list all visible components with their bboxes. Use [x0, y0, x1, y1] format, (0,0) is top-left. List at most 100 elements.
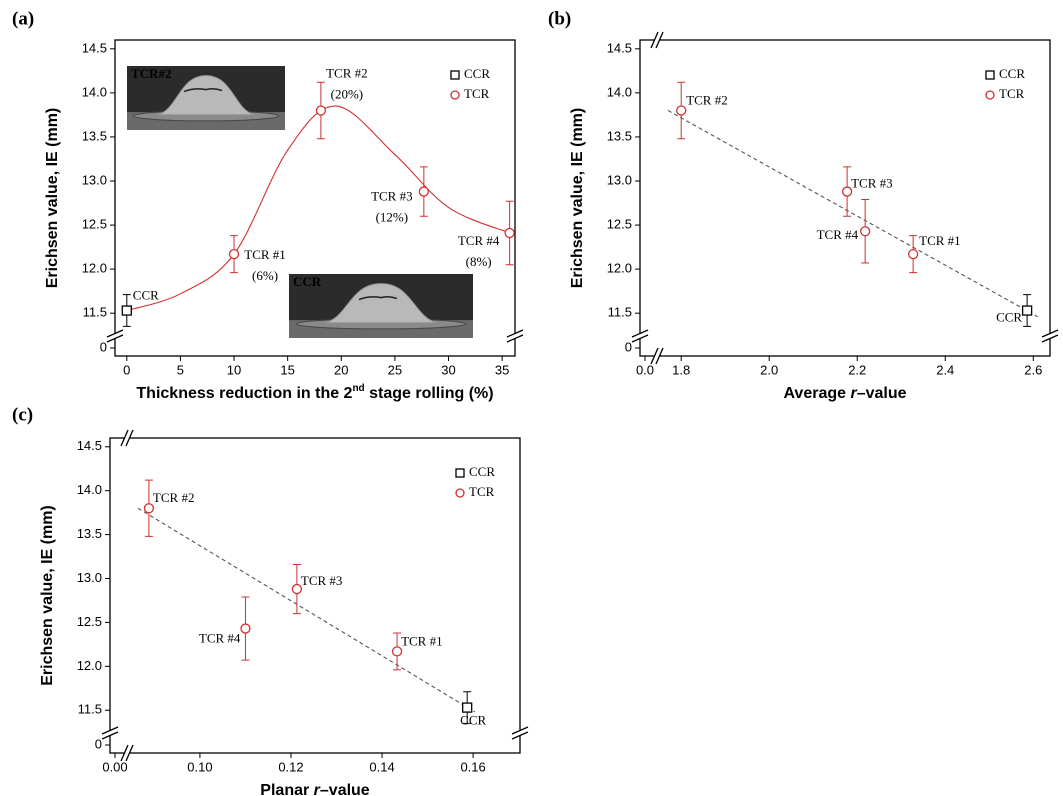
- legend-marker: [985, 90, 995, 100]
- y-tick-label: 0: [100, 339, 107, 354]
- point-label: TCR #1: [244, 247, 286, 262]
- axis-break-mark: [511, 726, 529, 735]
- y-tick-label: 11.5: [608, 305, 632, 320]
- axis-break-mark: [120, 429, 129, 447]
- marker: [315, 105, 327, 116]
- inset-crack: [183, 88, 223, 93]
- plot-frame: [109, 437, 521, 754]
- axis-break-mark: [125, 429, 134, 447]
- x-axis-title-part: nd: [352, 383, 364, 394]
- marker: [676, 105, 687, 116]
- legend-label: CCR: [999, 66, 1025, 81]
- y-tick-label: 14.5: [82, 40, 107, 55]
- panel: (c) 0 11.5 12.0 12.5 13.0 13.5 14.0 14.5 0.00 0.10…: [12, 404, 529, 796]
- y-tick-label: 12.5: [77, 614, 102, 629]
- panel: (b) 0 11.5 12.0 12.5 13.0 13.5 14.0 14.5 0.0 1.8 2.…: [548, 8, 1059, 402]
- x-tick-label: 5: [177, 362, 184, 377]
- marker: [121, 305, 132, 316]
- y-tick-label: 13.5: [607, 128, 632, 143]
- marker: [860, 226, 871, 237]
- point-label: TCR #1: [401, 633, 443, 648]
- panel-label: (b): [548, 8, 571, 29]
- marker: [907, 248, 919, 260]
- axis-break-gap: [124, 429, 130, 447]
- panel-label: (c): [12, 404, 33, 425]
- point-label: (20%): [331, 86, 364, 101]
- trend-line: [667, 110, 1038, 318]
- marker: [462, 702, 473, 713]
- x-axis-title: Planar r–value: [260, 782, 370, 796]
- legend-marker: [455, 468, 465, 478]
- x-tick-label: 25: [388, 362, 402, 377]
- axis-break-mark: [506, 334, 524, 343]
- y-tick-label: 12.5: [607, 217, 632, 232]
- inset-dome: [158, 75, 254, 116]
- x-axis-title-part: Planar: [260, 782, 313, 796]
- legend-marker: [985, 70, 995, 80]
- x-tick-label: 2.4: [936, 362, 954, 377]
- x-tick-label: 2.0: [760, 362, 778, 377]
- point-label: TCR #4: [817, 227, 859, 242]
- y-tick-label: 12.0: [82, 261, 107, 276]
- axis-break-mark: [511, 731, 529, 740]
- x-tick-label: 0.00: [102, 759, 127, 774]
- y-tick-label: 11.5: [83, 305, 107, 320]
- axis-break-mark: [106, 334, 124, 343]
- axis-break-gap: [511, 730, 529, 736]
- x-tick-label: 0.12: [278, 759, 303, 774]
- point-label: TCR #2: [153, 490, 195, 505]
- axis-break-gap: [1041, 333, 1059, 339]
- x-tick-label: 0.16: [460, 759, 485, 774]
- point-label: TCR #4: [458, 233, 500, 248]
- legend-marker: [455, 488, 465, 498]
- x-tick-label: 2.6: [1024, 362, 1042, 377]
- y-tick-label: 13.5: [77, 526, 102, 541]
- axis-break-mark: [106, 329, 124, 338]
- point-label: CCR: [996, 310, 1022, 325]
- x-axis-title-part: stage rolling (%): [365, 385, 494, 402]
- trend-line: [137, 507, 476, 713]
- axis-break-mark: [101, 731, 119, 740]
- point-label: TCR #3: [851, 176, 893, 191]
- x-tick-label: 35: [495, 362, 509, 377]
- x-tick-label: 0.14: [369, 759, 394, 774]
- point-label: TCR #1: [919, 233, 961, 248]
- plot-frame: [114, 39, 516, 357]
- plot-frame: [639, 39, 1051, 357]
- axis-break-gap: [506, 333, 524, 339]
- marker: [228, 248, 240, 260]
- x-axis-title-part: –value: [857, 385, 907, 402]
- axis-break-mark: [1041, 329, 1059, 338]
- y-axis-title: Erichsen value, IE (mm): [569, 108, 586, 289]
- y-tick-label: 14.0: [607, 84, 632, 99]
- x-tick-label: 15: [280, 362, 294, 377]
- marker: [391, 646, 403, 657]
- point-label: (6%): [252, 268, 278, 283]
- axis-break-mark: [101, 726, 119, 735]
- legend-label: TCR: [999, 86, 1025, 101]
- axis-break-gap: [654, 347, 660, 365]
- point-label: CCR: [133, 288, 159, 303]
- x-tick-label: 0.10: [187, 759, 212, 774]
- point-label: (8%): [466, 254, 492, 269]
- x-axis-title-part: Thickness reduction in the 2: [136, 385, 352, 402]
- y-tick-label: 12.5: [82, 217, 107, 232]
- inset-dome: [325, 283, 437, 324]
- point-label: (12%): [376, 210, 409, 225]
- x-tick-label: 30: [441, 362, 455, 377]
- x-axis-title: Average r–value: [783, 385, 906, 402]
- legend-marker: [450, 90, 460, 100]
- y-tick-label: 11.5: [78, 702, 102, 717]
- legend-label: CCR: [464, 66, 490, 81]
- marker: [1021, 305, 1033, 316]
- axis-break-mark: [506, 329, 524, 338]
- x-axis-title-part: Average: [783, 385, 850, 402]
- legend-label: CCR: [469, 464, 495, 479]
- axis-break-mark: [631, 334, 649, 343]
- y-tick-label: 12.0: [77, 658, 102, 673]
- marker: [291, 583, 303, 595]
- y-tick-label: 14.0: [82, 84, 107, 99]
- axis-break-mark: [631, 329, 649, 338]
- y-tick-label: 0: [625, 339, 632, 354]
